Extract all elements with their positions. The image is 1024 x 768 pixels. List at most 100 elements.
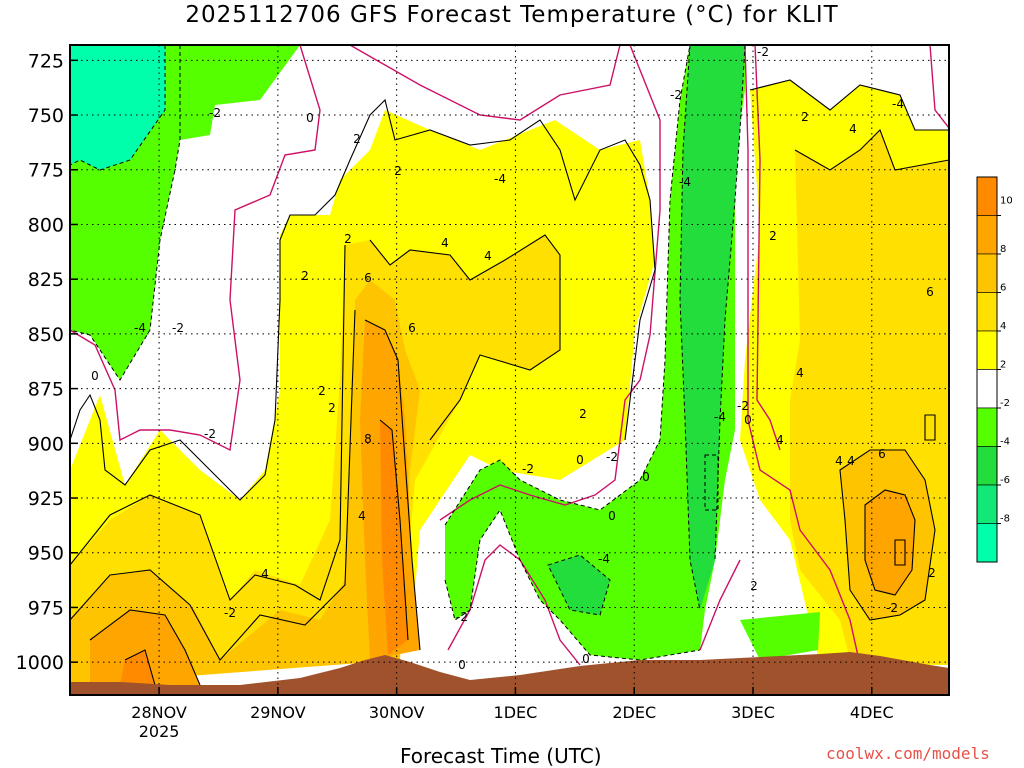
colorbar-label: 2: [1000, 360, 1006, 371]
contour-label: -4: [494, 172, 506, 186]
contour-label: -2: [886, 601, 898, 615]
y-tick-label: 900: [28, 433, 64, 455]
contour-label: 4: [835, 454, 843, 468]
contour-label: -2: [757, 45, 769, 59]
contour-label: -2: [670, 88, 682, 102]
colorbar-label: -2: [1000, 398, 1010, 409]
contour-label: 6: [926, 285, 934, 299]
ground-surface: [70, 652, 949, 695]
y-tick-label: 950: [28, 543, 64, 565]
colorbar-swatch: [976, 446, 998, 486]
colorbar-label: 8: [1000, 244, 1006, 255]
cold-region-mid: [445, 45, 745, 660]
y-tick-label: 775: [28, 160, 64, 182]
warm-contours: [70, 79, 949, 686]
colorbar-label: 4: [1000, 321, 1006, 332]
contour-label: 2: [769, 229, 777, 243]
contour-label: 4: [261, 567, 269, 581]
contour-label: -2: [522, 462, 534, 476]
colder-region-mid: [680, 45, 745, 610]
band-4-6: [70, 280, 420, 685]
contour-label: 2: [318, 384, 326, 398]
contour-label: -2: [456, 610, 468, 624]
x-year-label: 2025: [139, 722, 180, 741]
contour-label: 0: [306, 111, 314, 125]
plot-frame: [69, 44, 950, 696]
contour-label: 0: [642, 470, 650, 484]
contour-label: 6: [364, 271, 372, 285]
chart-title: 2025112706 GFS Forecast Temperature (°C)…: [185, 2, 839, 28]
contour-label: 2: [928, 566, 936, 580]
colorbar-label: -4: [1000, 437, 1010, 448]
colorbar-swatch: [976, 484, 998, 524]
contour-label: -2: [204, 427, 216, 441]
band-6-8: [865, 490, 915, 595]
very-cold-region: [70, 45, 165, 170]
y-tick-label: 800: [28, 214, 64, 236]
contour-label: 2: [579, 407, 587, 421]
contour-label: 4: [847, 454, 855, 468]
colorbar-label: 6: [1000, 283, 1006, 294]
cold-region-right: [740, 612, 820, 660]
contour-label: -4: [892, 97, 904, 111]
band-8-10: [120, 650, 155, 685]
colorbar-frame: [976, 176, 998, 563]
contour-label: -4: [134, 321, 146, 335]
y-axis: 725 750 775 800 825 850 875 900 925 950 975 1000: [16, 50, 78, 674]
contour-label: 4: [776, 433, 784, 447]
contour-label: 2: [328, 401, 336, 415]
contour-label: 0: [91, 369, 99, 383]
colorbar-label: -6: [1000, 475, 1010, 486]
colorbar-swatch: [976, 523, 998, 563]
contour-label: 0: [608, 509, 616, 523]
contour-label: -2: [172, 321, 184, 335]
x-axis-title: Forecast Time (UTC): [400, 744, 602, 768]
contour-label: 0: [582, 652, 590, 666]
contour-label: -2: [224, 606, 236, 620]
contour-label: 2: [353, 132, 361, 146]
contour-label: -4: [598, 552, 610, 566]
x-tick-label: 29NOV: [250, 703, 306, 722]
contour-label: 4: [441, 236, 449, 250]
contour-label: 2: [301, 269, 309, 283]
contour-label: -4: [714, 410, 726, 424]
x-tick-label: 4DEC: [850, 703, 894, 722]
y-tick-label: 925: [28, 488, 64, 510]
contour-label: -2: [606, 450, 618, 464]
colorbar-label: -8: [1000, 514, 1010, 525]
x-tick-label: 2DEC: [612, 703, 656, 722]
x-tick-label: 28NOV: [131, 703, 187, 722]
colorbar-swatch: [976, 215, 998, 255]
y-tick-label: 1000: [16, 652, 64, 674]
colorbar-legend: 10 8 6 4 2 -2 -4 -6 -8: [976, 176, 1013, 563]
contour-label: 4: [484, 249, 492, 263]
colorbar-swatch: [976, 292, 998, 332]
y-tick-label: 850: [28, 324, 64, 346]
contour-label: -2: [737, 399, 749, 413]
contour-label: 4: [358, 509, 366, 523]
colorbar-swatch: [976, 253, 998, 293]
contour-label: -2: [209, 106, 221, 120]
cold-region-upper-left: [70, 45, 300, 140]
y-tick-label: 875: [28, 379, 64, 401]
contour-label: 0: [458, 658, 466, 672]
colorbar-swatch: [976, 176, 998, 216]
y-tick-label: 725: [28, 50, 64, 72]
contour-label: 0: [576, 453, 584, 467]
contour-label: 6: [878, 447, 886, 461]
colorbar-swatch: [976, 369, 998, 409]
contour-label: 2: [394, 164, 402, 178]
contour-label: 6: [408, 321, 416, 335]
temperature-field: [70, 45, 949, 695]
contour-label: 0: [744, 413, 752, 427]
contour-label: 2: [801, 110, 809, 124]
source-credit[interactable]: coolwx.com/models: [826, 744, 990, 763]
colder-region-mid: [548, 555, 610, 615]
colorbar-swatch: [976, 330, 998, 370]
band-8-10: [380, 420, 408, 655]
contour-label: -4: [679, 175, 691, 189]
colorbar-swatch: [976, 407, 998, 447]
contour-label: 4: [849, 122, 857, 136]
